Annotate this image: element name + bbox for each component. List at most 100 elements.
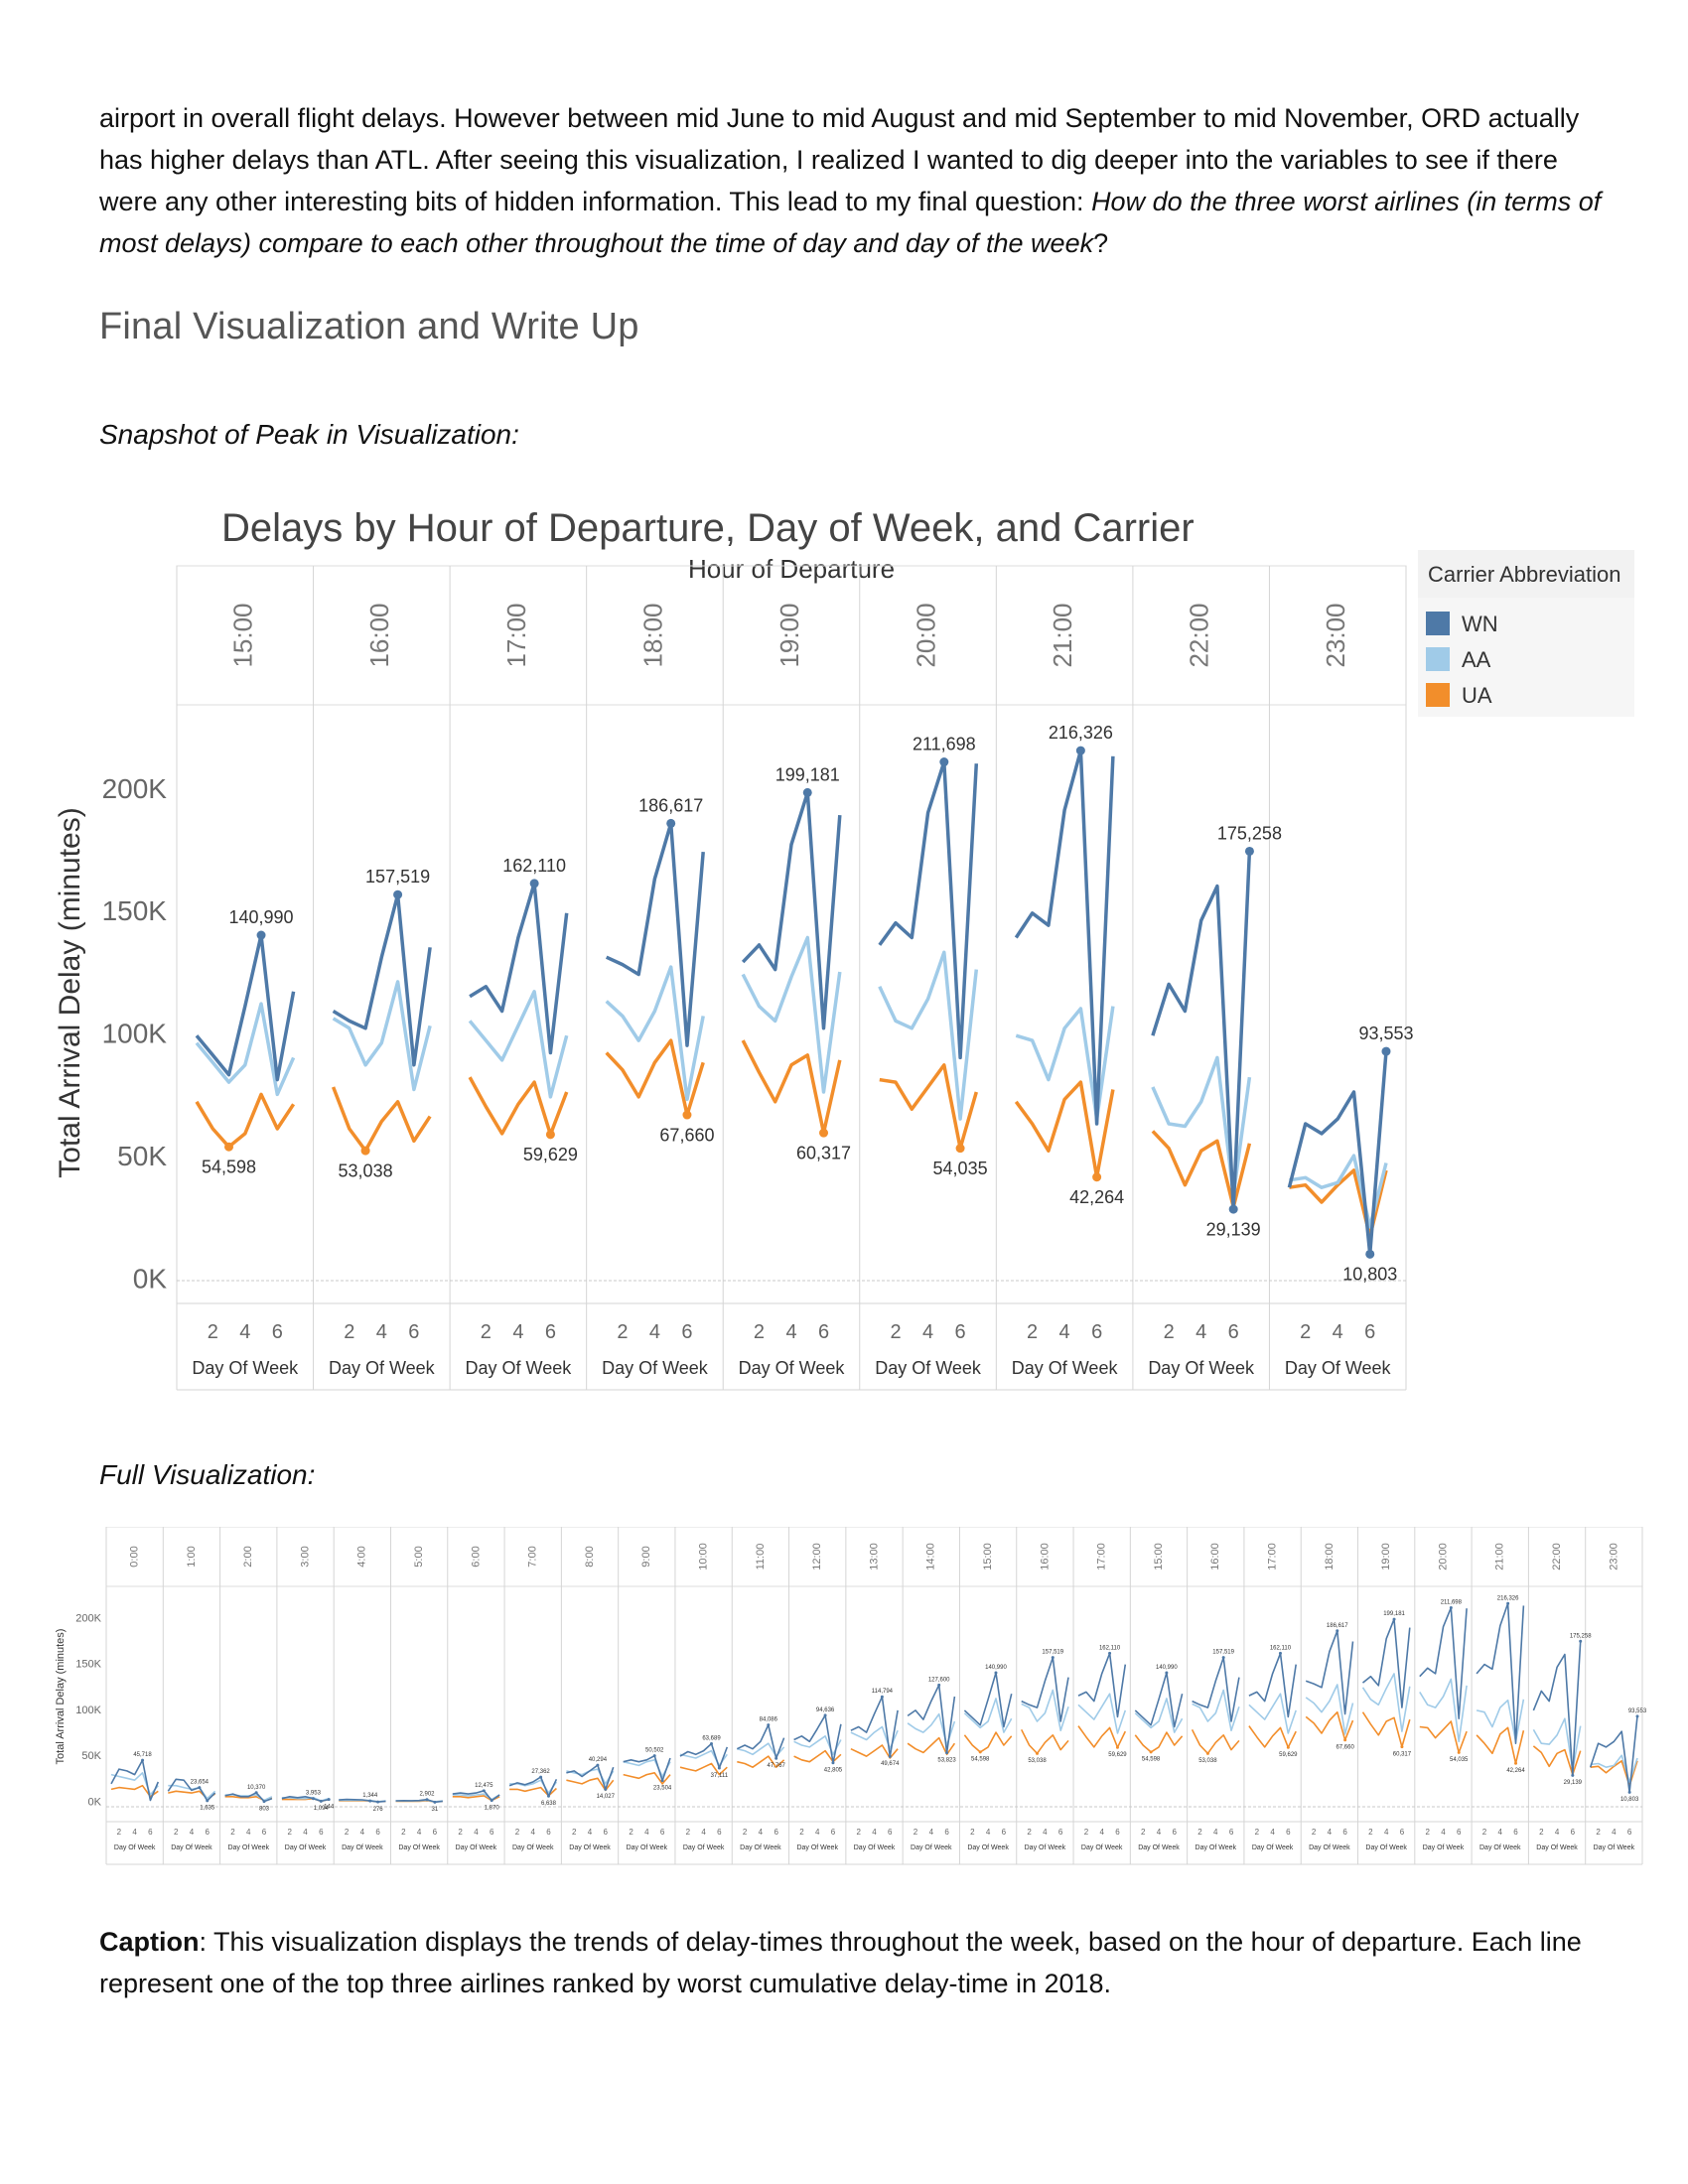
series-ua-line bbox=[907, 1736, 956, 1756]
x-tick-label: 4 bbox=[929, 1828, 934, 1837]
series-ua-line bbox=[195, 1092, 296, 1149]
x-axis-title: Day Of Week bbox=[1285, 1358, 1392, 1378]
legend-item-label: AA bbox=[1462, 647, 1491, 672]
data-point-marker bbox=[1278, 1651, 1282, 1655]
intro-text: airport in overall flight delays. Howeve… bbox=[99, 103, 1580, 216]
hour-label: 21:00 bbox=[1048, 603, 1077, 667]
data-label: 53,038 bbox=[339, 1160, 393, 1180]
hour-label: 16:00 bbox=[364, 603, 394, 667]
x-tick-label: 2 bbox=[572, 1828, 577, 1837]
data-point-marker bbox=[1381, 1046, 1391, 1056]
data-label: 1,344 bbox=[362, 1793, 378, 1799]
x-axis-title: Day Of Week bbox=[227, 1844, 269, 1851]
x-tick-label: 2 bbox=[345, 1828, 350, 1837]
hour-label: 15:00 bbox=[1153, 1543, 1165, 1570]
data-point-marker bbox=[1343, 1738, 1347, 1742]
data-label: 27,362 bbox=[531, 1769, 550, 1775]
x-tick-label: 4 bbox=[376, 1321, 387, 1343]
series-wn-line bbox=[1134, 1672, 1184, 1728]
data-point-marker bbox=[1165, 1671, 1169, 1675]
x-tick-label: 4 bbox=[1099, 1828, 1104, 1837]
series-wn-line bbox=[1589, 1715, 1638, 1794]
x-tick-label: 4 bbox=[303, 1828, 308, 1837]
hour-label: 10:00 bbox=[698, 1543, 710, 1570]
x-tick-label: 2 bbox=[401, 1828, 406, 1837]
data-point-marker bbox=[767, 1723, 771, 1727]
x-tick-label: 4 bbox=[1196, 1321, 1206, 1343]
data-label: 23,504 bbox=[653, 1785, 672, 1791]
hour-label: 5:00 bbox=[413, 1546, 425, 1567]
data-point-marker bbox=[433, 1800, 437, 1804]
series-wn-line bbox=[1021, 1656, 1069, 1722]
data-point-marker bbox=[660, 1779, 664, 1783]
data-label: 59,629 bbox=[1108, 1752, 1127, 1758]
x-tick-label: 6 bbox=[717, 1828, 722, 1837]
series-wn-line bbox=[850, 1696, 899, 1758]
x-tick-label: 6 bbox=[1457, 1828, 1462, 1837]
hour-label: 4:00 bbox=[356, 1546, 368, 1567]
data-label: 6,638 bbox=[541, 1801, 557, 1807]
x-tick-label: 6 bbox=[1115, 1828, 1120, 1837]
data-label: 10,803 bbox=[1620, 1797, 1639, 1803]
data-label: 199,181 bbox=[1383, 1611, 1405, 1617]
data-label: 67,660 bbox=[659, 1125, 714, 1145]
x-tick-label: 6 bbox=[1229, 1828, 1234, 1837]
x-axis-title: Day Of Week bbox=[911, 1844, 952, 1851]
hour-label: 16:00 bbox=[1209, 1543, 1221, 1570]
x-tick-label: 2 bbox=[481, 1321, 492, 1343]
x-axis-title: Day Of Week bbox=[875, 1358, 982, 1378]
data-label: 59,629 bbox=[523, 1145, 578, 1164]
x-tick-label: 2 bbox=[617, 1321, 628, 1343]
series-aa-line bbox=[963, 1698, 1013, 1733]
legend-swatch-ua bbox=[1426, 683, 1450, 707]
x-axis-title: Day Of Week bbox=[342, 1844, 383, 1851]
x-tick-label: 4 bbox=[246, 1828, 251, 1837]
x-tick-label: 4 bbox=[986, 1828, 991, 1837]
series-wn-line bbox=[195, 933, 296, 1082]
data-point-marker bbox=[254, 1791, 258, 1795]
x-tick-label: 6 bbox=[774, 1828, 778, 1837]
y-tick-label: 200K bbox=[102, 773, 168, 804]
y-tick-label: 150K bbox=[75, 1659, 101, 1671]
data-point-marker bbox=[955, 1144, 965, 1154]
data-label: 67,660 bbox=[1336, 1745, 1354, 1751]
data-point-marker bbox=[1244, 846, 1254, 856]
data-point-marker bbox=[1115, 1745, 1119, 1749]
hour-label: 23:00 bbox=[1608, 1543, 1619, 1570]
data-label: 216,326 bbox=[1049, 723, 1113, 743]
data-point-marker bbox=[682, 1110, 692, 1120]
x-tick-label: 6 bbox=[319, 1828, 324, 1837]
hour-label: 17:00 bbox=[501, 603, 531, 667]
data-label: 162,110 bbox=[1099, 1645, 1121, 1651]
series-ua-line bbox=[963, 1731, 1013, 1753]
x-tick-label: 6 bbox=[545, 1321, 556, 1343]
x-tick-label: 2 bbox=[174, 1828, 179, 1837]
data-label: 59,629 bbox=[1279, 1752, 1298, 1758]
legend-item-label: WN bbox=[1462, 612, 1498, 636]
data-label: 53,038 bbox=[1028, 1758, 1047, 1764]
series-wn-line bbox=[1305, 1630, 1354, 1715]
hour-label: 20:00 bbox=[1437, 1543, 1449, 1570]
series-wn-line bbox=[741, 790, 842, 1030]
data-label: 54,598 bbox=[202, 1158, 256, 1177]
x-axis-title: Day Of Week bbox=[456, 1844, 497, 1851]
series-aa-line bbox=[623, 1759, 671, 1778]
hour-label: 13:00 bbox=[868, 1543, 880, 1570]
data-point-marker bbox=[1051, 1656, 1055, 1660]
x-tick-label: 6 bbox=[272, 1321, 283, 1343]
x-tick-label: 6 bbox=[604, 1828, 609, 1837]
x-tick-label: 2 bbox=[208, 1321, 218, 1343]
data-label: 60,317 bbox=[796, 1144, 851, 1163]
x-axis-title: Day Of Week bbox=[739, 1358, 846, 1378]
hour-label: 21:00 bbox=[1494, 1543, 1506, 1570]
x-tick-label: 2 bbox=[743, 1828, 748, 1837]
data-point-marker bbox=[539, 1775, 543, 1779]
hour-label: 19:00 bbox=[774, 603, 804, 667]
series-wn-line bbox=[963, 1672, 1013, 1728]
series-wn-line bbox=[605, 821, 705, 1047]
data-label: 53,038 bbox=[1198, 1758, 1217, 1764]
data-point-marker bbox=[1365, 1249, 1375, 1259]
data-label: 211,698 bbox=[1441, 1600, 1463, 1606]
x-tick-label: 2 bbox=[1368, 1828, 1373, 1837]
hour-label: 19:00 bbox=[1380, 1543, 1392, 1570]
